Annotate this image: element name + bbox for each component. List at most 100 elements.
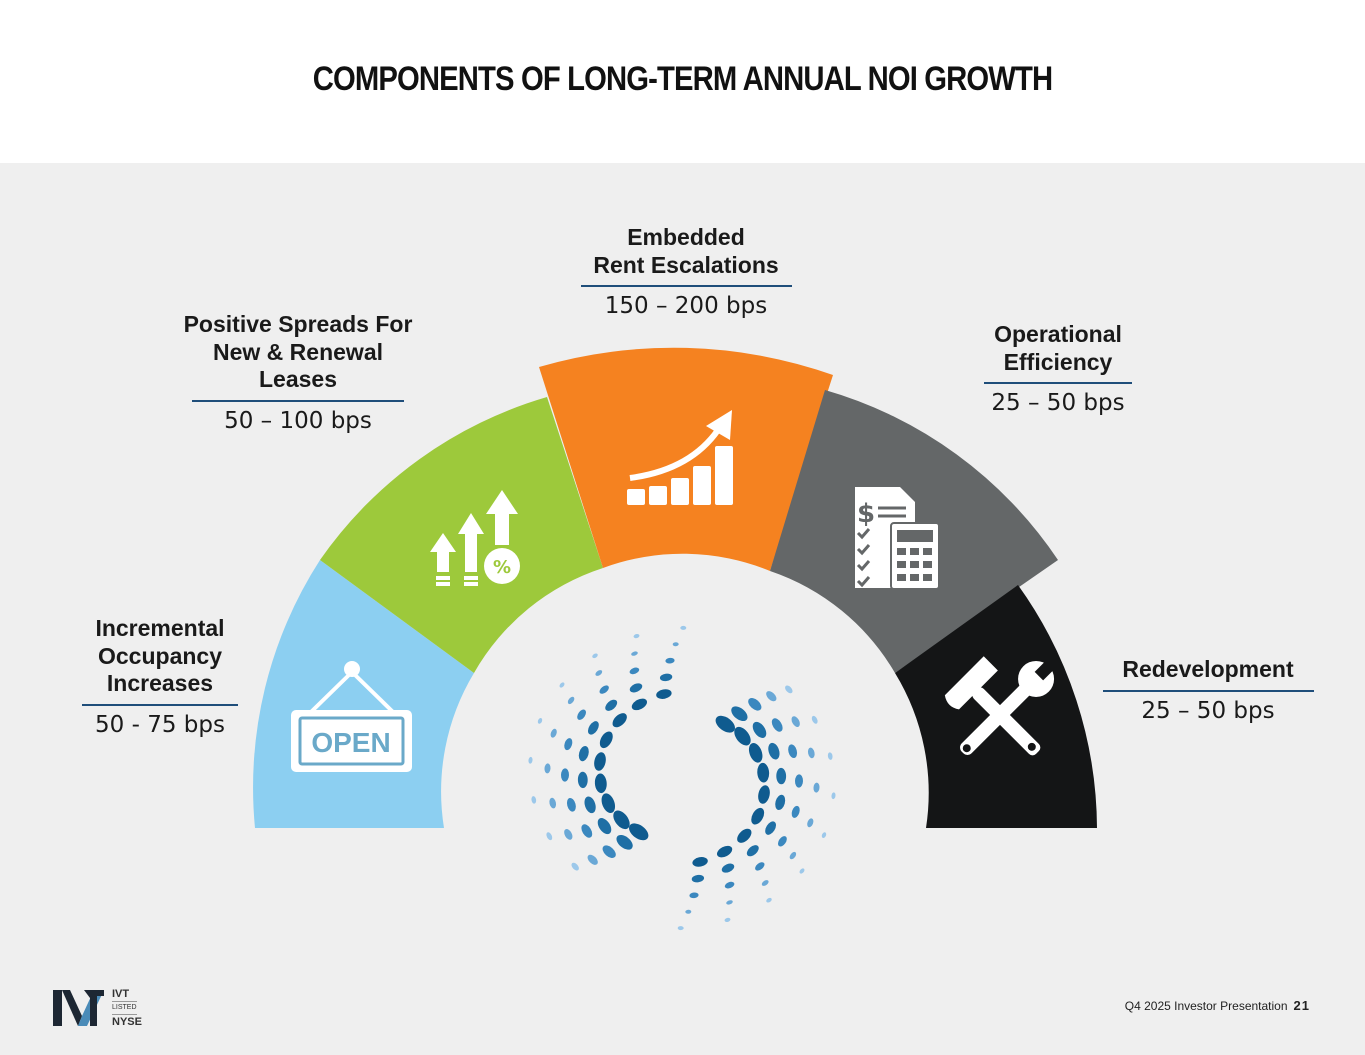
swirl-dot — [550, 728, 557, 738]
swirl-dot — [616, 834, 633, 850]
segment-value: 25 – 50 bps — [991, 390, 1125, 416]
label-spreads: Positive Spreads For New & Renewal Lease… — [157, 311, 439, 434]
swirl-dot — [677, 926, 684, 931]
swirl-dot — [752, 721, 767, 738]
swirl-dot — [594, 752, 606, 771]
segment-name: Embedded Rent Escalations — [593, 224, 779, 278]
footer: Q4 2025 Investor Presentation 21 — [1125, 998, 1310, 1013]
segment-spreads — [320, 397, 603, 673]
ticker: IVT — [112, 988, 130, 1000]
swirl-dot — [595, 670, 603, 676]
swirl-dot — [656, 689, 672, 699]
segment-name: Incremental Occupancy Increases — [95, 615, 225, 696]
swirl-dot — [577, 771, 588, 789]
swirl-dot — [791, 805, 800, 818]
swirl-dot — [799, 868, 805, 874]
swirl-dot — [758, 785, 770, 804]
swirl-dot — [567, 696, 575, 705]
swirl-dot — [724, 917, 731, 922]
segment-name: Operational Efficiency — [994, 321, 1122, 375]
swirl-dot — [528, 756, 533, 764]
swirl-dot — [584, 796, 596, 814]
swirl-dot — [599, 685, 609, 694]
presentation-title: Q4 2025 Investor Presentation — [1124, 999, 1288, 1013]
label-redevelopment: Redevelopment 25 – 50 bps — [1098, 656, 1318, 724]
content-band — [0, 163, 1365, 1055]
swirl-dot — [628, 823, 649, 841]
swirl-dot — [692, 857, 708, 867]
swirl-dot — [594, 773, 607, 794]
swirl-dot — [691, 874, 705, 883]
swirl-dot — [811, 715, 818, 724]
swirl-dot — [601, 793, 616, 813]
swirl-dot — [629, 683, 643, 693]
swirl-dot — [537, 718, 543, 724]
divider — [82, 703, 238, 706]
swirl-dot — [771, 718, 783, 732]
segment-value: 50 – 100 bps — [224, 407, 372, 434]
divider — [580, 285, 792, 287]
swirl-dot — [821, 832, 827, 838]
swirl-dot — [765, 821, 777, 835]
swirl-dot — [831, 792, 836, 800]
swirl-dot — [602, 845, 616, 858]
swirl-dot — [734, 726, 751, 746]
swirl-dot — [757, 762, 770, 783]
swirl-dot — [599, 731, 613, 749]
swirl-dot — [748, 698, 762, 711]
swirl-dot — [778, 836, 787, 847]
growth-chart-icon — [627, 410, 733, 505]
swirl-dot — [633, 634, 640, 639]
swirl-dot — [546, 832, 553, 841]
swirl-dot — [791, 716, 800, 727]
listed-label: LISTED — [112, 1001, 137, 1015]
swirl-dot — [737, 828, 752, 843]
swirl-dot — [631, 698, 648, 711]
invoice-calculator-icon: $ — [855, 487, 940, 590]
swirl-dot — [613, 810, 630, 830]
ivt-logo-icon — [53, 990, 104, 1026]
page-number: 21 — [1293, 998, 1310, 1013]
swirl-dot — [680, 625, 687, 630]
swirl-dot — [564, 738, 573, 751]
swirl-dot — [755, 862, 765, 871]
swirl-logo-icon — [528, 625, 836, 931]
open-sign-text: OPEN — [311, 727, 390, 758]
swirl-dot — [597, 818, 612, 835]
swirl-dot — [768, 742, 780, 760]
page-title: COMPONENTS OF LONG-TERM ANNUAL NOI GROWT… — [312, 60, 1053, 98]
swirl-dot — [672, 642, 679, 647]
swirl-dot — [775, 794, 786, 811]
swirl-dot — [776, 767, 787, 785]
label-escalations: Embedded Rent Escalations 150 – 200 bps — [565, 224, 807, 319]
segment-name: Redevelopment — [1122, 656, 1294, 682]
open-sign-icon: OPEN — [291, 661, 412, 772]
exchange-listing: IVT LISTED NYSE — [112, 988, 142, 1028]
swirl-dot — [544, 763, 551, 774]
swirl-dot — [578, 745, 589, 762]
swirl-dot — [721, 863, 735, 873]
swirl-dot — [612, 713, 627, 728]
swirl-dot — [789, 851, 797, 860]
exchange-name: NYSE — [112, 1016, 142, 1028]
swirl-dot — [748, 743, 763, 763]
swirl-dot — [587, 721, 599, 735]
swirl-dot — [813, 782, 820, 793]
label-efficiency: Operational Efficiency 25 – 50 bps — [958, 321, 1158, 416]
divider — [1102, 689, 1314, 692]
swirl-dot — [577, 709, 586, 720]
swirl-dot — [794, 774, 804, 788]
swirl-dot — [665, 657, 675, 664]
swirl-dot — [592, 653, 598, 659]
swirl-dot — [788, 744, 798, 759]
swirl-dot — [746, 845, 759, 857]
swirl-dot — [659, 673, 673, 682]
swirl-dot — [807, 747, 815, 759]
segment-value: 50 - 75 bps — [95, 711, 225, 738]
svg-text:%: % — [493, 557, 511, 578]
swirl-dot — [629, 667, 640, 675]
swirl-dot — [559, 682, 565, 688]
arrows-percent-icon: % — [430, 490, 520, 586]
swirl-dot — [751, 807, 765, 825]
